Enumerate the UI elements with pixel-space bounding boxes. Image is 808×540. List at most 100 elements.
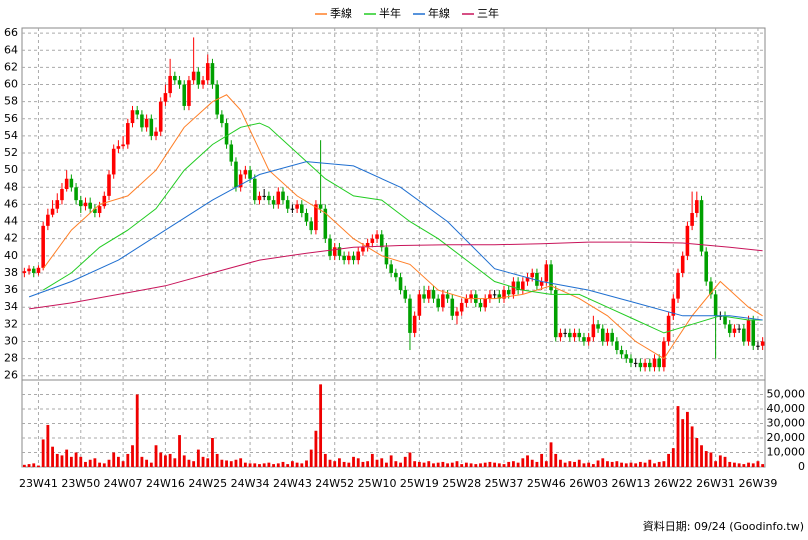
volume-bar (648, 459, 652, 467)
volume-bar (65, 449, 69, 467)
volume-bar (446, 463, 449, 467)
volume-bar (497, 463, 501, 467)
volume-bar (347, 462, 351, 467)
y-tick-label: 50 (4, 163, 18, 176)
volume-bar (37, 465, 40, 467)
candle-body (591, 324, 596, 338)
volume-bar (135, 394, 139, 467)
y-tick-label: 52 (4, 146, 18, 159)
candle-body (389, 264, 393, 273)
source-note: 資料日期: 09/24 (Goodinfo.tw) (643, 519, 804, 533)
candle-body (318, 204, 323, 209)
candle-body (450, 298, 455, 316)
candle-body (78, 200, 83, 207)
volume-bar (187, 459, 191, 467)
volume-bar (747, 462, 750, 467)
y-tick-label: 32 (4, 317, 18, 330)
volume-bar (182, 455, 186, 467)
volume-bar (154, 445, 158, 467)
volume-bar (624, 463, 628, 467)
volume-bar (356, 458, 360, 467)
volume-bar (516, 462, 520, 467)
x-tick-label: 23W50 (61, 477, 100, 490)
candle-body (285, 200, 290, 209)
volume-bar (229, 461, 233, 467)
x-tick-label: 24W43 (273, 477, 312, 490)
candle-body (243, 170, 248, 175)
candle-body (671, 298, 676, 316)
candle-body (88, 202, 92, 209)
candle-body (727, 324, 732, 333)
candle-body (530, 272, 535, 278)
x-tick-label: 26W22 (654, 477, 693, 490)
candle-body (408, 298, 412, 333)
x-tick-label: 24W16 (146, 477, 185, 490)
candle-body (756, 345, 760, 347)
volume-bar (234, 459, 238, 467)
candle-body (267, 195, 271, 201)
y-tick-label: 42 (4, 232, 18, 245)
candle-body (666, 315, 671, 342)
volume-bar (281, 461, 285, 467)
candle-body (497, 294, 502, 299)
candle-body (173, 75, 177, 81)
volume-bar (615, 461, 619, 467)
volume-bar (243, 462, 247, 467)
volume-bar (540, 453, 544, 467)
volume-bar (389, 455, 393, 467)
ma-line (42, 94, 763, 360)
candle-body (633, 362, 638, 364)
volume-bar (629, 462, 633, 467)
candle-body (699, 200, 704, 252)
candle-body (394, 272, 398, 278)
volume-bar (168, 453, 172, 467)
volume-bar (370, 453, 374, 467)
candle-body (295, 204, 299, 209)
candle-body (46, 214, 50, 226)
x-tick-label: 26W31 (696, 477, 735, 490)
candle-body (64, 178, 69, 190)
volume-bar (474, 464, 478, 467)
volume-bar (685, 411, 689, 467)
candle-body (36, 267, 41, 273)
candle-body (732, 328, 737, 333)
candle-body (238, 174, 243, 188)
candle-body (337, 247, 342, 256)
candle-body (563, 332, 567, 334)
candle-body (196, 71, 201, 85)
volume-bar (568, 461, 572, 467)
candle-body (695, 200, 699, 213)
candle-body (191, 71, 196, 81)
volume-bar (380, 458, 384, 467)
candle-body (210, 63, 215, 85)
candle-body (676, 272, 680, 299)
candle-body (605, 332, 610, 342)
candle-body (154, 131, 158, 136)
volume-bar (225, 460, 228, 467)
candle-body (553, 290, 558, 338)
candle-body (398, 277, 403, 291)
volume-bar (676, 406, 680, 467)
volume-bar (323, 453, 327, 467)
candle-body (177, 80, 182, 85)
volume-bar (436, 462, 440, 467)
candle-body (478, 302, 483, 308)
y-tick-label: 54 (4, 129, 18, 142)
volume-bar (319, 384, 323, 467)
candle-body (347, 255, 351, 261)
candle-body (149, 118, 154, 136)
volume-bar (361, 461, 365, 467)
volume-bar (98, 462, 102, 467)
volume-bar (761, 464, 765, 467)
volume-bar (173, 458, 177, 467)
volume-bar (413, 461, 417, 467)
ma-line (42, 122, 763, 334)
volume-bar (305, 460, 308, 467)
x-tick-label: 25W28 (442, 477, 481, 490)
volume-bar (79, 456, 83, 467)
y-tick-label: 60 (4, 78, 18, 91)
volume-bar (286, 464, 290, 467)
candle-body (483, 298, 487, 308)
volume-bar (587, 462, 591, 467)
volume-bar (507, 461, 511, 467)
